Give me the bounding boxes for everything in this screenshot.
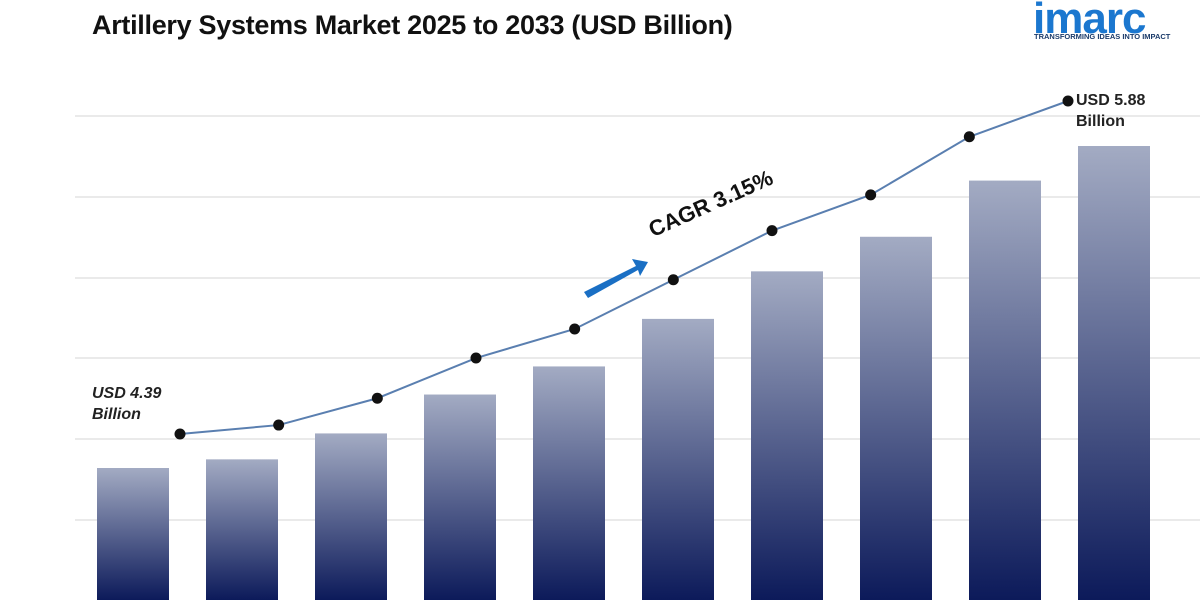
trend-marker: [569, 323, 581, 335]
chart-title: Artillery Systems Market 2025 to 2033 (U…: [92, 10, 733, 40]
value-label: USD 4.39 Billion: [92, 385, 162, 423]
bar: [1078, 146, 1150, 600]
trend-marker: [667, 274, 679, 286]
trend-marker: [174, 428, 186, 440]
brand-tagline: TRANSFORMING IDEAS INTO IMPACT: [1034, 32, 1171, 41]
trend-marker: [470, 352, 482, 364]
bar: [533, 366, 605, 600]
trend-marker: [963, 131, 975, 143]
trend-marker: [371, 392, 383, 404]
trend-marker: [273, 419, 285, 431]
bar: [642, 318, 714, 600]
bar: [315, 433, 387, 600]
bar: [206, 459, 278, 600]
trend-marker: [865, 189, 877, 201]
trend-marker: [1062, 95, 1074, 107]
bar: [969, 180, 1041, 600]
cagr-arrow: [584, 259, 648, 298]
bar: [751, 271, 823, 600]
bar: [97, 468, 169, 600]
bar: [424, 394, 496, 600]
value-label: USD 5.88 Billion: [1076, 92, 1146, 130]
trend-marker: [766, 225, 778, 237]
bar: [860, 236, 932, 600]
brand-logo: imarc: [1033, 0, 1146, 43]
trend-line: [179, 100, 1069, 435]
